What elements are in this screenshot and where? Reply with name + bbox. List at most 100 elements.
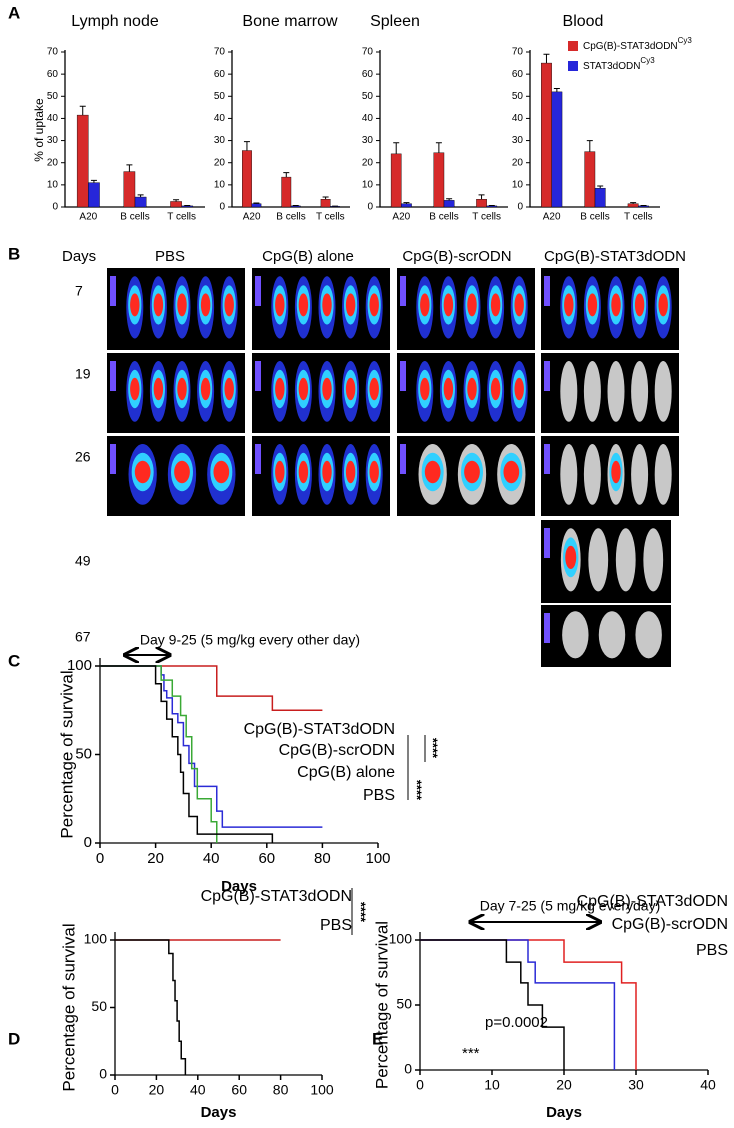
y-tick-label: 60 xyxy=(47,69,59,80)
mouse-image xyxy=(252,353,390,433)
x-tick-label: A20 xyxy=(243,212,261,223)
bar xyxy=(170,201,182,208)
y-axis-label: % of uptake xyxy=(32,98,46,162)
signal xyxy=(134,460,151,484)
bar xyxy=(123,171,136,208)
day-label: 7 xyxy=(75,283,83,299)
signal xyxy=(564,293,574,317)
x-tick-label: B cells xyxy=(276,212,305,223)
x-tick-label: 20 xyxy=(149,1082,165,1098)
mouse-image xyxy=(397,436,535,516)
y-tick-label: 20 xyxy=(512,157,524,168)
y-tick-label: 40 xyxy=(214,113,226,124)
legend-name: CpG(B)-STAT3dODN xyxy=(583,41,678,52)
x-tick-label: 20 xyxy=(556,1077,572,1093)
error-bar xyxy=(253,202,260,204)
x-tick-label: 80 xyxy=(273,1082,289,1098)
y-tick-label: 70 xyxy=(362,47,374,58)
bar xyxy=(401,203,412,208)
error-bar xyxy=(243,141,250,151)
signal xyxy=(634,293,645,317)
bar xyxy=(638,205,649,208)
y-tick-label: 20 xyxy=(362,157,374,168)
y-tick-label: 70 xyxy=(512,47,524,58)
signal xyxy=(275,460,285,484)
mouse-image xyxy=(252,436,390,516)
mouse-image xyxy=(541,520,671,603)
y-tick-label: 70 xyxy=(47,47,59,58)
mouse xyxy=(560,444,578,505)
error-bar xyxy=(478,194,485,200)
error-bar xyxy=(79,105,86,116)
color-scale xyxy=(544,528,550,558)
signal xyxy=(345,377,356,401)
mouse xyxy=(607,361,625,422)
survival-curve xyxy=(420,939,565,1070)
x-tick-label: 100 xyxy=(365,850,390,867)
mouse-image xyxy=(107,268,245,350)
signal xyxy=(213,460,230,484)
y-tick-label: 10 xyxy=(47,179,59,190)
x-tick-label: 30 xyxy=(628,1077,644,1093)
series-label: CpG(B)-scrODN xyxy=(612,916,728,933)
y-tick-label: 0 xyxy=(404,1061,412,1077)
bar xyxy=(486,205,498,208)
error-bar xyxy=(543,53,550,64)
axis xyxy=(114,932,322,1076)
series-label: CpG(B) alone xyxy=(297,764,395,781)
error-bar xyxy=(630,202,637,204)
color-scale xyxy=(400,444,406,474)
mouse xyxy=(654,361,672,422)
color-scale xyxy=(544,361,550,391)
signal xyxy=(200,293,211,317)
mouse xyxy=(643,528,664,592)
y-axis-label: Percentage of survival xyxy=(57,670,76,838)
signal xyxy=(345,293,356,317)
y-tick-label: 10 xyxy=(512,179,524,190)
y-axis-label: Percentage of survival xyxy=(59,923,78,1091)
bar xyxy=(281,176,292,208)
y-tick-label: 50 xyxy=(512,91,524,102)
color-scale xyxy=(400,276,406,306)
y-tick-label: 60 xyxy=(362,69,374,80)
bar xyxy=(290,205,301,208)
signal xyxy=(130,377,140,401)
error-bar xyxy=(283,172,290,178)
y-tick-label: 50 xyxy=(396,996,412,1012)
signal xyxy=(177,293,187,317)
error-bar xyxy=(322,196,329,200)
panel-label: D xyxy=(8,1029,20,1048)
signal xyxy=(153,377,164,401)
y-tick-label: 100 xyxy=(84,931,108,947)
y-tick-label: 30 xyxy=(214,135,226,146)
panel-label: C xyxy=(8,651,20,670)
mouse xyxy=(562,611,589,659)
error-bar xyxy=(403,202,410,204)
mouse-image xyxy=(397,353,535,433)
signal xyxy=(503,460,520,484)
error-bar xyxy=(553,88,560,92)
y-tick-label: 0 xyxy=(84,834,92,851)
bar xyxy=(390,153,402,208)
mouse xyxy=(588,528,609,592)
survival-curve xyxy=(420,939,616,1070)
x-tick-label: 0 xyxy=(416,1077,424,1093)
bar xyxy=(88,182,100,208)
mouse-image xyxy=(541,436,679,516)
days-header: Days xyxy=(62,248,96,265)
mouse-image xyxy=(107,353,245,433)
x-tick-label: 80 xyxy=(314,850,331,867)
group-title: PBS xyxy=(155,248,185,265)
day-label: 26 xyxy=(75,449,91,465)
y-tick-label: 0 xyxy=(99,1066,107,1082)
bar xyxy=(433,152,445,208)
error-bar xyxy=(173,199,180,202)
x-tick-label: 40 xyxy=(700,1077,716,1093)
legend-swatch xyxy=(568,61,578,71)
annotation: **** xyxy=(354,902,369,923)
error-bar xyxy=(597,185,604,189)
x-tick-label: B cells xyxy=(120,212,149,223)
x-tick-label: 60 xyxy=(231,1082,247,1098)
x-axis-label: Days xyxy=(221,878,257,895)
